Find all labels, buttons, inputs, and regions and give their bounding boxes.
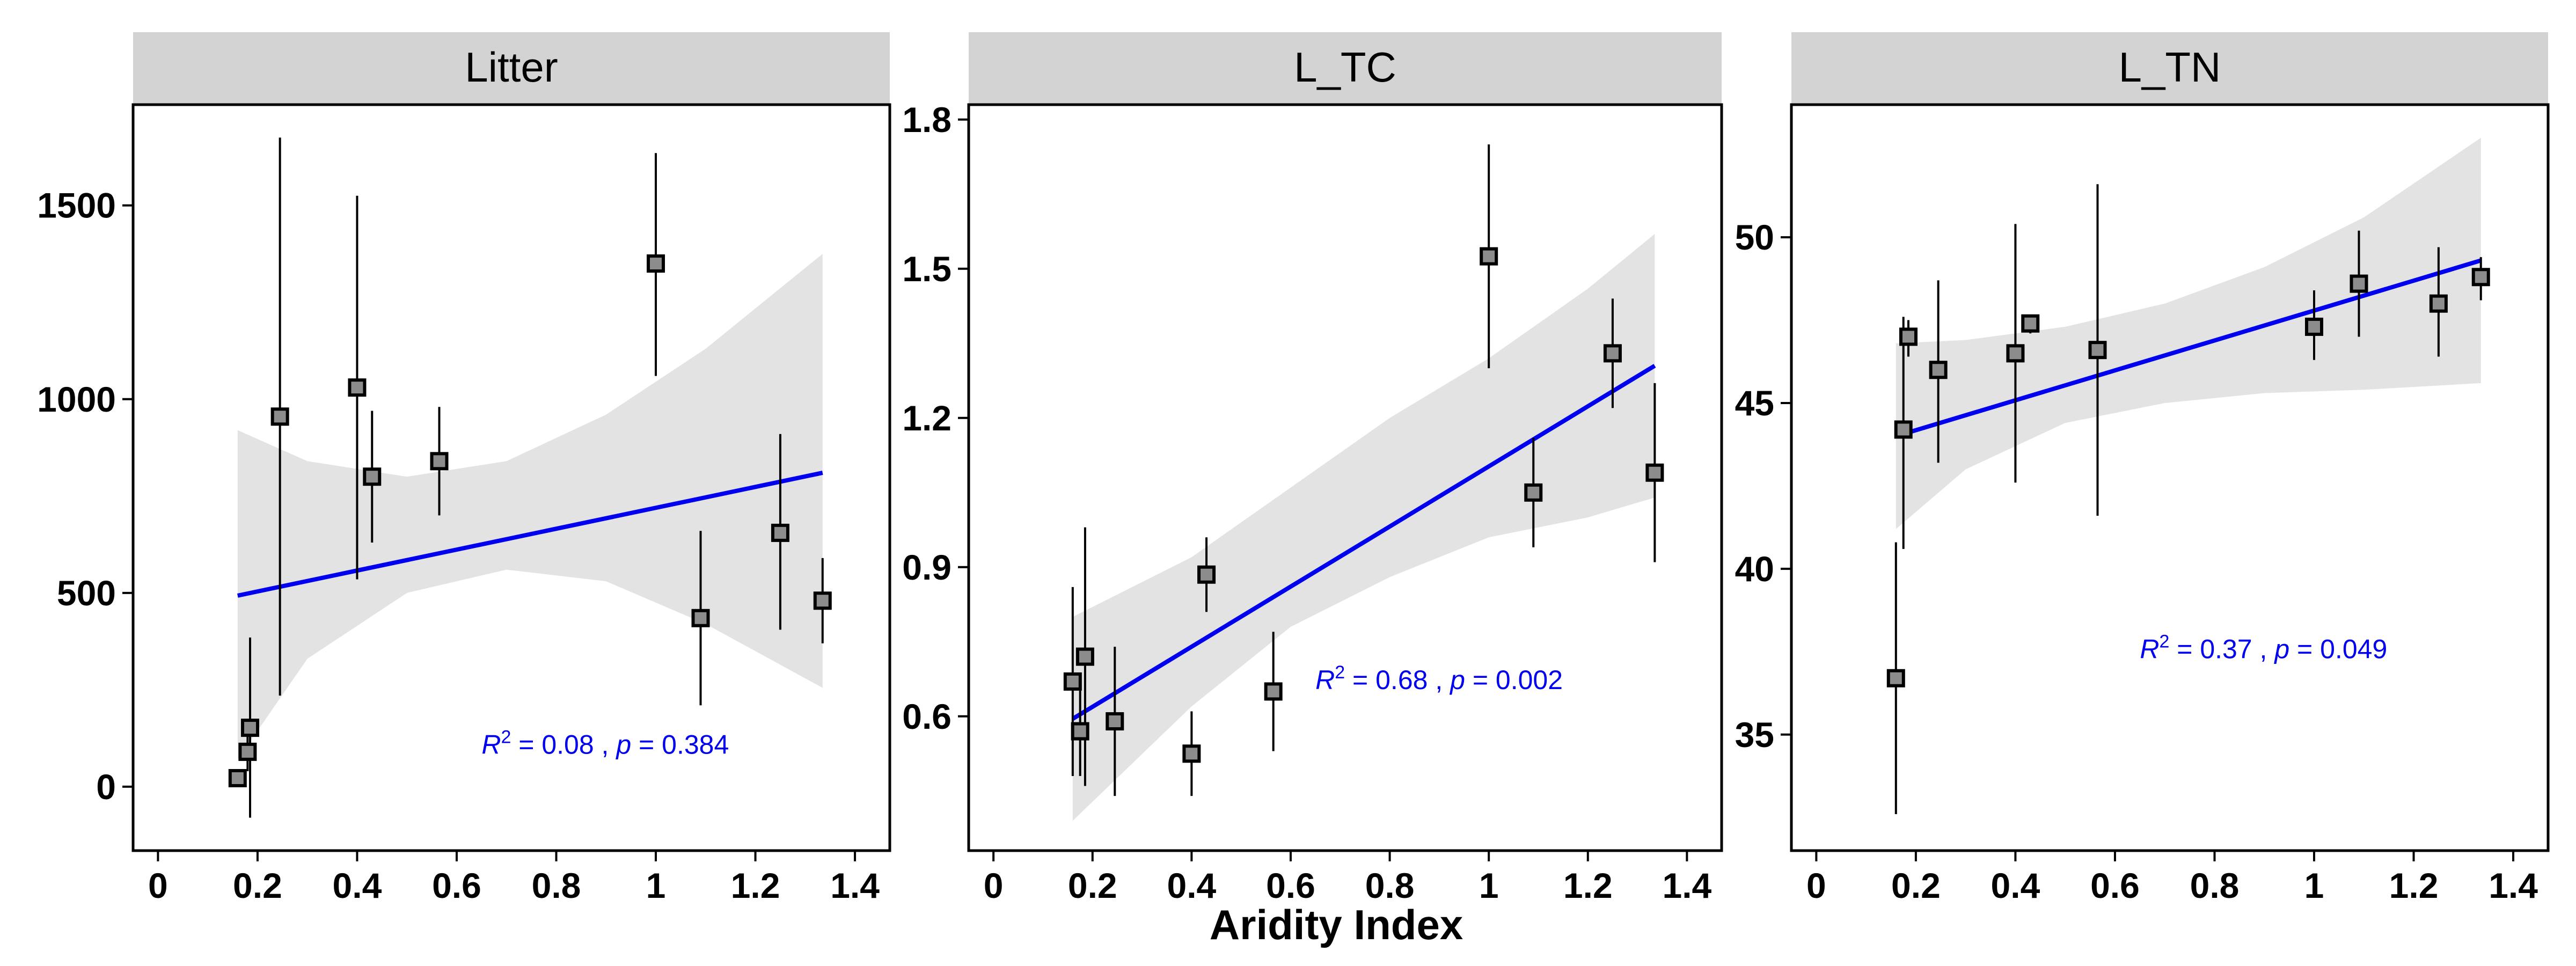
- regression-line: [237, 471, 823, 598]
- data-point: [1075, 647, 1094, 666]
- panel-title: L_TN: [2119, 43, 2221, 91]
- x-tick-label: 0.8: [2190, 866, 2240, 905]
- y-tick-label: 35: [1735, 715, 1774, 755]
- data-point: [2006, 344, 2025, 363]
- x-tick-label: 0.6: [432, 866, 481, 905]
- x-tick-label: 1.4: [2489, 866, 2538, 905]
- x-tick-label: 1.4: [830, 866, 880, 905]
- data-point: [1063, 672, 1082, 691]
- panel-strip: [969, 32, 1722, 105]
- data-point: [1106, 712, 1124, 731]
- y-tick-label: 1.8: [902, 100, 952, 140]
- stats-annotation: R2 = 0.68 , p = 0.002: [1315, 662, 1563, 695]
- data-point: [1182, 744, 1201, 763]
- panel-strip: [133, 32, 890, 105]
- data-point: [348, 378, 367, 397]
- data-point: [1899, 327, 1918, 346]
- x-tick-label: 0.4: [1167, 866, 1216, 905]
- y-tick-label: 45: [1735, 383, 1774, 423]
- data-point: [2305, 317, 2324, 336]
- x-tick-label: 1.4: [1663, 866, 1712, 905]
- x-tick-label: 0.8: [1365, 866, 1415, 905]
- panel-3: L_TN R2 = 0.37 , p = 0.049 0 0.2 0.4 0.6 0.8 1 1…: [1735, 32, 2550, 905]
- panel-2: L_TC R2 = 0.68 , p = 0.002 0 0.2 0.4 0.6 0.8 1 1…: [902, 32, 1723, 905]
- stats-annotation: R2 = 0.08 , p = 0.384: [481, 727, 729, 759]
- panel-strip: [1791, 32, 2548, 105]
- x-tick-label: 0.8: [532, 866, 581, 905]
- data-point: [1197, 565, 1216, 584]
- panel-frame: [1790, 103, 2550, 852]
- y-tick-label: 0: [96, 767, 116, 807]
- data-point: [1264, 682, 1283, 701]
- data-point: [1071, 722, 1089, 741]
- x-tick-label: 0.4: [1991, 866, 2040, 905]
- x-tick-label: 0: [984, 866, 1004, 905]
- x-axis-title: Aridity Index: [1210, 901, 1463, 948]
- data-point: [1524, 483, 1543, 502]
- y-tick-label: 1.5: [902, 249, 952, 289]
- panel-frame: [967, 103, 1723, 852]
- data-point: [647, 254, 665, 273]
- data-point: [771, 523, 789, 542]
- y-tick-label: 1500: [37, 186, 116, 225]
- data-point: [430, 452, 449, 471]
- data-point: [2471, 268, 2490, 287]
- x-tick-label: 1: [1479, 866, 1499, 905]
- confidence-band: [237, 254, 823, 760]
- y-tick-label: 40: [1735, 549, 1774, 589]
- data-point: [270, 407, 289, 426]
- panel-title: L_TC: [1294, 43, 1396, 91]
- data-point: [1929, 361, 1948, 379]
- y-tick-label: 1.2: [902, 398, 952, 438]
- data-point: [2429, 294, 2448, 313]
- data-point: [2088, 341, 2107, 360]
- y-tick-label: 0.6: [902, 697, 952, 736]
- data-point: [1645, 463, 1664, 482]
- data-point: [238, 742, 257, 761]
- confidence-band: [1896, 137, 2481, 529]
- y-tick-label: 500: [57, 573, 116, 613]
- y-tick-label: 1000: [37, 379, 116, 419]
- regression-line: [1071, 364, 1656, 721]
- x-tick-label: 0.2: [1891, 866, 1941, 905]
- panel-1: Litter R2 = 0.08 , p = 0.384 0 0.2 0.4 0.6 0.8…: [37, 32, 891, 905]
- x-tick-label: 0.2: [1068, 866, 1117, 905]
- x-tick-label: 1: [2304, 866, 2324, 905]
- panel-frame: [131, 103, 891, 852]
- data-point: [1894, 420, 1913, 439]
- x-tick-label: 0.6: [2090, 866, 2140, 905]
- data-point: [691, 609, 710, 627]
- data-point: [228, 769, 247, 787]
- data-point: [1603, 344, 1622, 363]
- regression-line: [1895, 258, 2482, 438]
- confidence-band: [1072, 233, 1655, 821]
- stats-annotation: R2 = 0.37 , p = 0.049: [2140, 632, 2387, 664]
- data-point: [1480, 247, 1498, 266]
- y-tick-label: 50: [1735, 217, 1774, 257]
- data-point: [2350, 274, 2368, 293]
- data-point: [813, 591, 832, 610]
- data-point: [363, 467, 382, 486]
- x-tick-label: 0.6: [1266, 866, 1315, 905]
- x-tick-label: 0.4: [333, 866, 382, 905]
- y-tick-label: 0.9: [902, 547, 952, 587]
- data-point: [240, 719, 259, 737]
- panel-title: Litter: [465, 43, 558, 91]
- x-tick-label: 1.2: [731, 866, 780, 905]
- x-tick-label: 1: [646, 866, 666, 905]
- x-tick-label: 0: [148, 866, 168, 905]
- data-point: [1886, 669, 1905, 687]
- x-tick-label: 0.2: [233, 866, 282, 905]
- x-tick-label: 1.2: [2389, 866, 2439, 905]
- x-tick-label: 0: [1806, 866, 1826, 905]
- x-tick-label: 1.2: [1563, 866, 1613, 905]
- data-point: [2021, 314, 2040, 333]
